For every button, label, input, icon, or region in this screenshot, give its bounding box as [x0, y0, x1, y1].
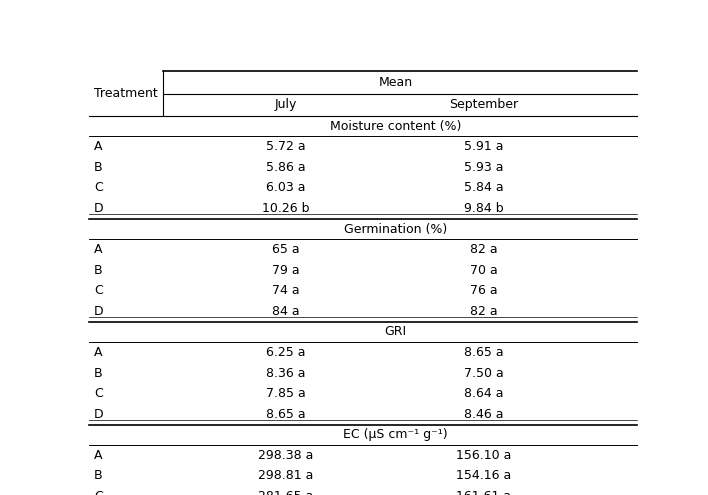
Text: 7.50 a: 7.50 a [464, 367, 503, 380]
Text: 8.65 a: 8.65 a [464, 346, 503, 359]
Text: 82 a: 82 a [469, 305, 498, 318]
Text: Germination (%): Germination (%) [344, 223, 447, 236]
Text: 79 a: 79 a [272, 264, 300, 277]
Text: D: D [94, 202, 103, 215]
Text: 298.38 a: 298.38 a [258, 449, 314, 462]
Text: 5.91 a: 5.91 a [464, 140, 503, 153]
Text: 5.84 a: 5.84 a [464, 181, 503, 195]
Text: EC (μS cm⁻¹ g⁻¹): EC (μS cm⁻¹ g⁻¹) [343, 428, 448, 442]
Text: D: D [94, 408, 103, 421]
Text: 70 a: 70 a [469, 264, 498, 277]
Text: GRI: GRI [384, 325, 407, 339]
Text: C: C [94, 387, 103, 400]
Text: A: A [94, 140, 103, 153]
Text: September: September [449, 98, 518, 111]
Text: 154.16 a: 154.16 a [456, 469, 511, 483]
Text: 5.86 a: 5.86 a [266, 161, 306, 174]
Text: D: D [94, 305, 103, 318]
Text: 8.36 a: 8.36 a [266, 367, 306, 380]
Text: 8.65 a: 8.65 a [266, 408, 306, 421]
Text: 6.03 a: 6.03 a [266, 181, 306, 195]
Text: Treatment: Treatment [94, 87, 158, 100]
Text: 281.65 a: 281.65 a [258, 490, 314, 495]
Text: 9.84 b: 9.84 b [464, 202, 503, 215]
Text: 298.81 a: 298.81 a [258, 469, 314, 483]
Text: July: July [275, 98, 297, 111]
Text: 7.85 a: 7.85 a [266, 387, 306, 400]
Text: C: C [94, 284, 103, 297]
Text: 6.25 a: 6.25 a [266, 346, 306, 359]
Text: C: C [94, 490, 103, 495]
Text: 82 a: 82 a [469, 243, 498, 256]
Text: A: A [94, 346, 103, 359]
Text: B: B [94, 264, 103, 277]
Text: 84 a: 84 a [272, 305, 300, 318]
Text: Moisture content (%): Moisture content (%) [330, 120, 462, 133]
Text: B: B [94, 161, 103, 174]
Text: A: A [94, 449, 103, 462]
Text: Mean: Mean [379, 76, 413, 89]
Text: B: B [94, 469, 103, 483]
Text: 10.26 b: 10.26 b [262, 202, 310, 215]
Text: B: B [94, 367, 103, 380]
Text: A: A [94, 243, 103, 256]
Text: 76 a: 76 a [469, 284, 498, 297]
Text: 156.10 a: 156.10 a [456, 449, 511, 462]
Text: 65 a: 65 a [272, 243, 300, 256]
Text: 8.64 a: 8.64 a [464, 387, 503, 400]
Text: 8.46 a: 8.46 a [464, 408, 503, 421]
Text: 161.61 a: 161.61 a [456, 490, 511, 495]
Text: 74 a: 74 a [272, 284, 300, 297]
Text: 5.72 a: 5.72 a [266, 140, 306, 153]
Text: C: C [94, 181, 103, 195]
Text: 5.93 a: 5.93 a [464, 161, 503, 174]
